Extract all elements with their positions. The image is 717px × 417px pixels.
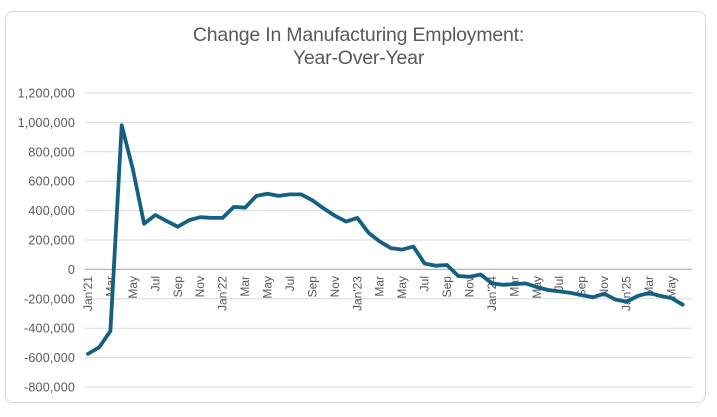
chart-title-line1: Change In Manufacturing Employment: — [192, 24, 525, 46]
x-axis-tick-label: Mar — [642, 276, 656, 297]
y-axis-tick-label: -800,000 — [24, 381, 75, 395]
x-axis-tick-label: Mar — [507, 276, 521, 297]
x-axis-tick-label: Jan'23 — [350, 276, 364, 311]
x-axis-tick-label: Sep — [171, 276, 185, 298]
x-axis-tick-label: Jul — [418, 276, 432, 291]
y-axis-tick-label: -200,000 — [24, 292, 75, 306]
y-axis-tick-label: -600,000 — [24, 351, 75, 365]
chart-frame — [5, 11, 706, 403]
y-axis-tick-label: 1,200,000 — [18, 87, 75, 101]
x-axis-tick-label: Nov — [462, 276, 476, 297]
x-axis-tick-label: Mar — [373, 276, 387, 297]
x-axis-tick-label: Mar — [103, 276, 117, 297]
x-axis-tick-label: Sep — [305, 276, 319, 298]
y-axis-tick-label: 800,000 — [28, 145, 75, 159]
x-axis-tick-label: Nov — [328, 276, 342, 297]
x-axis-labels: Jan'21 Mar May Jul Sep Nov Jan'22 Mar May Jul Sep N… — [81, 276, 678, 311]
x-axis-tick-label: May — [261, 276, 275, 299]
x-axis-tick-label: Nov — [597, 276, 611, 297]
x-axis-tick-label: Mar — [238, 276, 252, 297]
x-axis-tick-label: Nov — [193, 276, 207, 297]
x-axis-tick-label: Jan'25 — [620, 276, 634, 311]
x-axis-tick-label: Sep — [440, 276, 454, 298]
y-axis-tick-label: -400,000 — [24, 322, 75, 336]
chart-title: Change In Manufacturing Employment: Year… — [0, 24, 717, 70]
x-axis-tick-label: Jul — [552, 276, 566, 291]
gridlines — [85, 92, 692, 388]
y-axis-tick-label: 0 — [68, 263, 75, 277]
x-axis-tick-label: Jul — [283, 276, 297, 291]
x-axis-tick-label: May — [126, 276, 140, 299]
x-axis-tick-label: Jan'21 — [81, 276, 95, 311]
x-axis-tick-label: May — [664, 276, 678, 299]
y-axis-tick-label: 600,000 — [28, 175, 75, 189]
chart-title-line2: Year-Over-Year — [292, 47, 425, 69]
x-axis-tick-label: Sep — [575, 276, 589, 298]
y-axis-tick-label: 1,000,000 — [18, 116, 75, 130]
y-axis-tick-label: 200,000 — [28, 234, 75, 248]
x-axis-tick-label: Jan'22 — [216, 276, 230, 311]
x-axis-tick-label: Jul — [148, 276, 162, 291]
employment-change-line — [86, 123, 685, 356]
y-axis-tick-label: 400,000 — [28, 204, 75, 218]
y-axis-labels: 1,200,000 1,000,000 800,000 600,000 400,000 2… — [18, 87, 75, 395]
x-axis-tick-label: May — [395, 276, 409, 299]
